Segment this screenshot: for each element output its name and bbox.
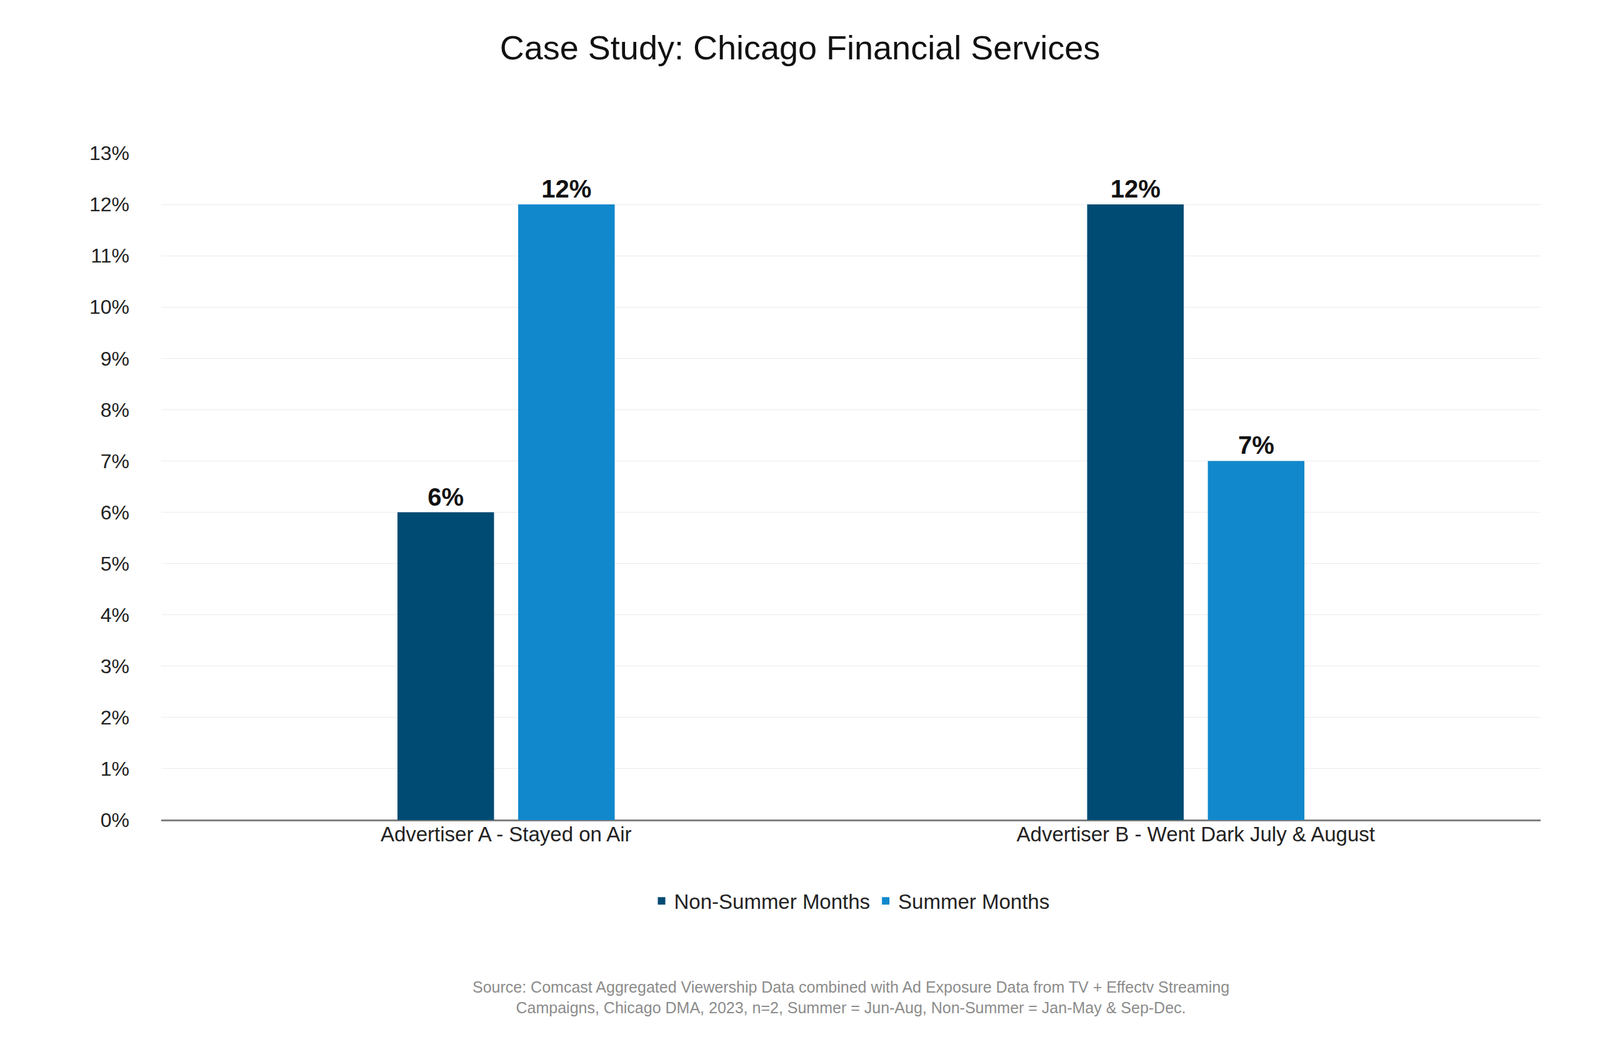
svg-text:9%: 9% — [100, 347, 130, 370]
svg-text:10%: 10% — [89, 295, 130, 319]
svg-text:6%: 6% — [100, 501, 130, 524]
svg-text:Advertiser B - Went Dark July: Advertiser B - Went Dark July & August — [1016, 822, 1375, 846]
svg-text:2%: 2% — [100, 706, 130, 729]
svg-text:Advertiser A - Stayed on Air: Advertiser A - Stayed on Air — [380, 822, 632, 846]
svg-text:Non-Summer Months: Non-Summer Months — [674, 890, 871, 914]
svg-text:12%: 12% — [89, 193, 130, 216]
svg-text:7%: 7% — [1238, 431, 1275, 459]
svg-text:8%: 8% — [100, 398, 130, 422]
svg-text:12%: 12% — [1110, 175, 1161, 203]
svg-text:6%: 6% — [427, 483, 464, 511]
svg-text:4%: 4% — [100, 603, 130, 627]
svg-text:1%: 1% — [100, 757, 130, 780]
svg-text:11%: 11% — [90, 244, 130, 267]
svg-text:0%: 0% — [100, 808, 130, 832]
svg-text:13%: 13% — [89, 141, 130, 165]
svg-text:3%: 3% — [100, 655, 130, 678]
svg-text:7%: 7% — [100, 450, 130, 473]
svg-text:Summer Months: Summer Months — [898, 890, 1050, 914]
svg-text:Case Study: Chicago Financial: Case Study: Chicago Financial Services — [500, 28, 1100, 67]
svg-text:Source: Comcast Aggregated Vie: Source: Comcast Aggregated Viewership Da… — [472, 978, 1230, 1017]
svg-text:12%: 12% — [541, 175, 592, 203]
svg-text:5%: 5% — [100, 552, 130, 575]
